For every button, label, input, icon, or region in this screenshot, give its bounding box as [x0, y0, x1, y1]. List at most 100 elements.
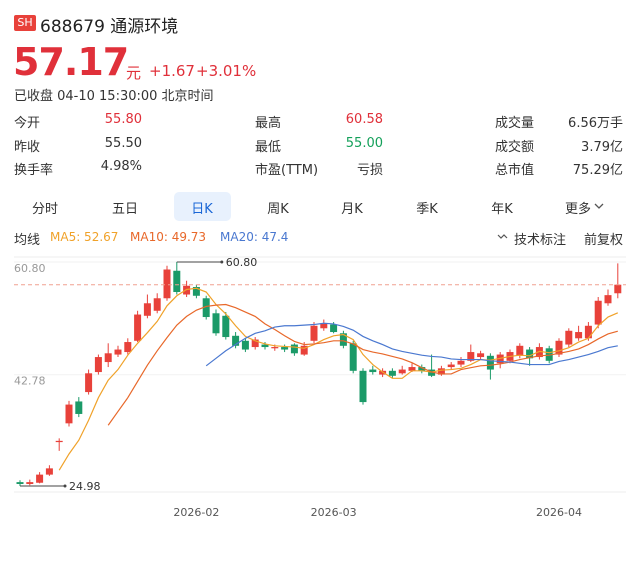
price: 57.17 [13, 40, 129, 84]
legend-entry: MA20: 47.4 [220, 230, 288, 244]
candle-body [290, 344, 298, 354]
tab[interactable]: 日K [191, 202, 213, 217]
x-tick-label: 2026-04 [536, 506, 582, 519]
candle-body [388, 370, 396, 376]
candle-body [163, 269, 171, 299]
candle-body [339, 333, 347, 346]
tech-icon [497, 234, 508, 239]
annotation-label: 24.98 [69, 480, 101, 493]
candle-body [467, 352, 475, 361]
x-tick-label: 2026-02 [173, 506, 219, 519]
candle-body [359, 370, 367, 403]
candle-body [212, 313, 220, 334]
candle-body [584, 325, 592, 339]
candle-body [496, 354, 504, 364]
candle-body [594, 300, 602, 325]
candle-body [75, 401, 83, 414]
market-badge: SH [14, 15, 36, 31]
stat-value: 75.29亿 [572, 163, 623, 178]
annotation-dot [220, 260, 224, 264]
candle-body [526, 349, 534, 359]
candle-body [447, 364, 455, 368]
candle-body [271, 347, 279, 349]
stat-label: 最高 [255, 116, 282, 131]
candle-body [114, 349, 122, 355]
price-change-pct: +3.01% [196, 62, 257, 80]
stat-value: 55.50 [104, 136, 142, 151]
candle-body [192, 287, 200, 296]
y-tick-label: 42.78 [14, 375, 46, 388]
price-unit: 元 [126, 64, 142, 82]
legend-entry: MA5: 52.67 [50, 230, 118, 244]
stat-value: 60.58 [345, 112, 383, 127]
candle-body [36, 474, 44, 483]
tab[interactable]: 季K [416, 202, 438, 217]
candle-body [565, 330, 573, 345]
candle-body [153, 298, 161, 311]
price-change: +1.67 [149, 62, 195, 80]
candle-body [281, 347, 289, 350]
x-tick-label: 2026-03 [311, 506, 357, 519]
candle-body [428, 369, 436, 376]
more-chevron [594, 203, 604, 209]
candle-body [16, 482, 24, 484]
legend-entry: MA10: 49.73 [130, 230, 206, 244]
candle-body [575, 332, 583, 339]
candle-body [104, 353, 112, 363]
candle-body [614, 284, 622, 294]
stat-label: 成交额 [495, 140, 535, 155]
candle-body [143, 303, 151, 316]
tab[interactable]: 周K [267, 202, 289, 217]
stat-value: 4.98% [100, 159, 142, 174]
adjust-button[interactable]: 前复权 [584, 233, 624, 248]
candle-body [45, 468, 53, 475]
candle-body [408, 367, 416, 371]
candle-body [369, 369, 377, 373]
candle-body [202, 298, 210, 318]
candle-body [457, 360, 465, 365]
candle-body [261, 344, 269, 348]
candle-body [241, 340, 249, 350]
stat-label: 市盈(TTM) [255, 163, 319, 178]
stock-title: 688679 通源环境 [40, 17, 179, 37]
candle-body [516, 345, 524, 356]
stat-value: 亏损 [356, 163, 383, 178]
candle-body [85, 373, 93, 393]
stat-value: 3.79亿 [581, 140, 623, 155]
candle-body [222, 315, 230, 338]
ma-line [107, 303, 618, 426]
stat-value: 55.80 [104, 112, 142, 127]
candle-body [26, 482, 34, 484]
candle-body [310, 325, 318, 341]
candle-body [173, 270, 181, 293]
candle-body [134, 314, 142, 341]
tech-button[interactable]: 技术标注 [514, 233, 567, 248]
market-status: 已收盘 04-10 15:30:00 北京时间 [14, 89, 214, 104]
candle-body [418, 367, 426, 371]
stat-label: 换手率 [14, 163, 54, 178]
candle-body [94, 357, 102, 373]
stat-label: 今开 [14, 116, 41, 131]
candle-body [251, 339, 259, 348]
tab-highlight [174, 192, 231, 221]
candle-body [398, 369, 406, 374]
ma-line [58, 287, 619, 471]
tab[interactable]: 分时 [31, 202, 59, 217]
stat-label: 最低 [255, 140, 282, 155]
candle-body [232, 335, 240, 346]
candle-body [320, 323, 328, 329]
candle-body [477, 353, 485, 358]
ma-label: 均线 [14, 233, 41, 248]
annotation-label: 60.80 [226, 256, 257, 269]
candle-body [65, 404, 73, 424]
stat-value: 6.56万手 [568, 116, 623, 131]
candle-body [349, 343, 357, 371]
tab[interactable]: 月K [341, 202, 363, 217]
tab[interactable]: 年K [491, 202, 513, 217]
candle-body [604, 295, 612, 304]
stat-value: 55.00 [345, 136, 383, 151]
tab[interactable]: 更多 [564, 202, 592, 217]
tab[interactable]: 五日 [111, 202, 139, 217]
